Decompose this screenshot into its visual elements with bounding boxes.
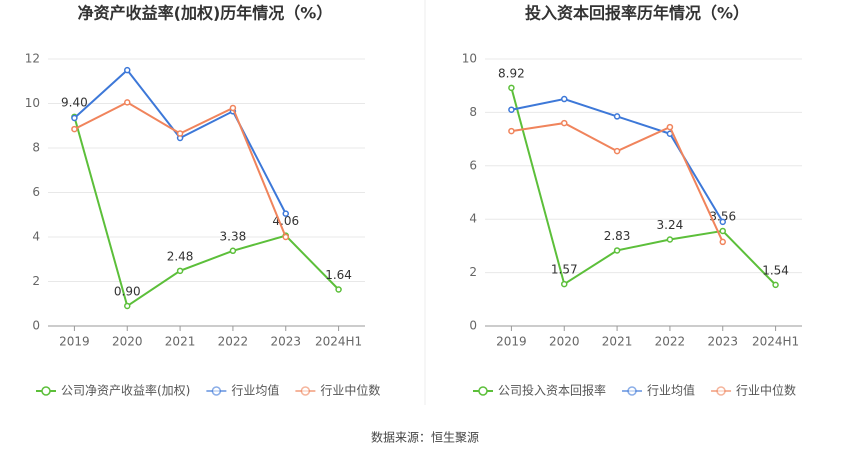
x-tick-label: 2019 (59, 335, 90, 349)
source: 数据来源：恒生聚源 (371, 430, 479, 445)
point (124, 99, 131, 106)
point (176, 130, 184, 137)
x-tick-label: 2023 (270, 335, 301, 349)
point (124, 302, 131, 310)
point (282, 210, 289, 217)
y-tick-label: 4 (32, 230, 40, 244)
y-tick-label: 10 (25, 96, 40, 110)
series-line (73, 116, 340, 308)
legend-label: 行业中位数 (736, 383, 796, 398)
legend-label: 行业中位数 (320, 383, 380, 398)
point (719, 227, 726, 235)
point (719, 238, 726, 246)
legend-marker (211, 386, 222, 396)
y-tick-label: 12 (25, 52, 40, 66)
point (561, 95, 568, 103)
y-tick-label: 0 (32, 319, 40, 333)
series-line (73, 101, 287, 238)
point (772, 281, 779, 289)
data-label: 1.64 (325, 268, 352, 282)
legend-marker (716, 386, 726, 396)
x-tick-label: 2021 (165, 335, 196, 349)
y-tick-label: 6 (469, 158, 477, 172)
data-label: 4.06 (272, 214, 299, 228)
x-tick-label: 2020 (112, 335, 143, 349)
data-label: 2.48 (167, 249, 194, 263)
legend-marker (627, 386, 637, 396)
point (176, 267, 184, 275)
point (666, 236, 674, 243)
point (613, 247, 621, 254)
data-label: 3.38 (220, 229, 247, 243)
point (719, 218, 726, 226)
series-line (511, 122, 724, 243)
y-tick-label: 8 (469, 105, 477, 119)
point (613, 147, 621, 155)
y-tick-label: 6 (32, 185, 40, 199)
point (561, 280, 568, 288)
point (71, 114, 78, 122)
x-tick-label: 2024H1 (315, 335, 362, 349)
point (335, 286, 342, 293)
y-tick-label: 8 (32, 141, 40, 155)
point (508, 84, 515, 92)
x-tick-label: 2022 (655, 335, 686, 349)
point (124, 66, 131, 74)
y-tick-label: 2 (469, 265, 477, 279)
x-tick-label: 2021 (602, 335, 633, 349)
y-tick-label: 2 (32, 274, 40, 288)
legend-marker (300, 386, 311, 396)
legend-marker (41, 386, 51, 396)
point (508, 106, 515, 113)
chart-title: 投入资本回报率历年情况（%） (525, 4, 749, 23)
legend-label: 公司净资产收益率(加权) (61, 383, 190, 398)
legend-label: 行业均值 (231, 383, 279, 398)
data-label: 1.54 (762, 263, 789, 277)
data-label: 3.56 (709, 209, 736, 223)
data-label: 2.83 (604, 229, 631, 243)
data-label: 9.40 (61, 95, 88, 109)
legend-marker (478, 386, 488, 396)
point (508, 127, 515, 135)
x-tick-label: 2020 (549, 335, 580, 349)
point (71, 125, 78, 133)
chart-title: 净资产收益率(加权)历年情况（%） (78, 4, 333, 23)
point (282, 233, 289, 241)
series-line (510, 87, 777, 286)
y-tick-label: 10 (462, 52, 477, 66)
point (561, 119, 568, 127)
point (229, 247, 237, 255)
x-tick-label: 2023 (707, 335, 738, 349)
y-tick-label: 4 (469, 212, 477, 226)
point (613, 113, 621, 120)
data-label: 0.90 (114, 284, 141, 298)
data-label: 8.92 (498, 66, 525, 80)
point (229, 104, 237, 112)
x-tick-label: 2019 (496, 335, 527, 349)
x-tick-label: 2024H1 (752, 335, 799, 349)
legend-label: 公司投入资本回报率 (498, 383, 606, 398)
point (666, 123, 674, 131)
x-tick-label: 2022 (218, 335, 249, 349)
data-label: 3.24 (657, 218, 684, 232)
y-tick-label: 0 (469, 319, 477, 333)
legend-label: 行业均值 (647, 383, 695, 398)
data-label: 1.57 (551, 263, 578, 277)
